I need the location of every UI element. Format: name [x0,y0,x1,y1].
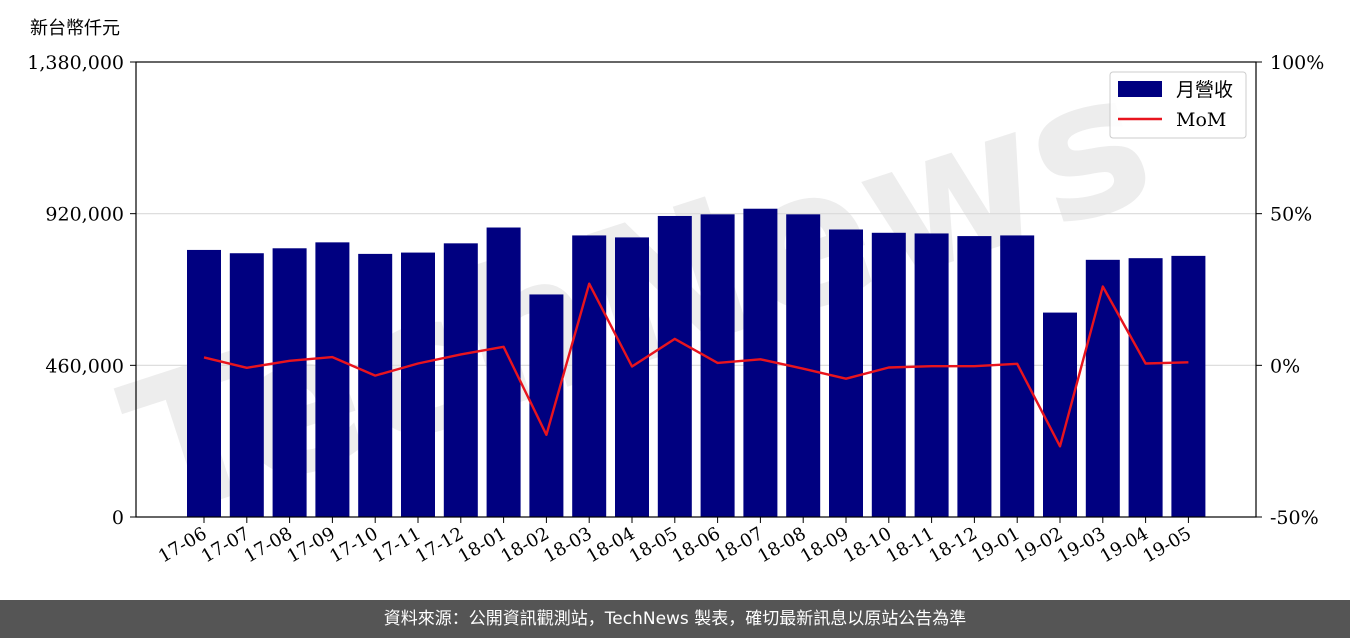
revenue-bar [615,237,649,517]
x-tick-label: 18-05 [626,523,681,567]
x-tick-label: 19-01 [968,523,1023,567]
right-tick-label: 50% [1270,204,1312,226]
mom-line [203,282,1189,448]
x-tick-label: 19-05 [1139,523,1194,567]
x-tick-label: 18-04 [583,523,638,567]
right-tick-label: -50% [1270,507,1319,529]
revenue-bar [229,253,264,518]
footer-source-note: 資料來源：公開資訊觀測站，TechNews 製表，確切最新訊息以原站公告為準 [0,600,1350,638]
revenue-bar [1128,258,1163,517]
x-tick-label: 17-10 [326,523,381,567]
x-tick-label: 18-03 [540,523,595,567]
revenue-bar [443,243,478,517]
x-tick-label: 18-12 [925,523,980,567]
x-tick-label: 18-06 [669,523,724,567]
revenue-bar [315,242,350,518]
x-tick-label: 18-01 [455,523,510,567]
revenue-bar [572,235,607,517]
right-tick-label: 100% [1270,52,1324,74]
left-tick-label: 1,380,000 [27,52,124,74]
revenue-bar [829,229,863,518]
x-tick-label: 17-09 [283,523,338,567]
revenue-bar [401,252,435,518]
revenue-bar [358,253,393,518]
revenue-bar [657,215,692,517]
left-tick-label: 920,000 [45,204,124,226]
revenue-bar [700,214,735,517]
x-tick-label: 18-02 [497,523,552,567]
x-tick-label: 19-02 [1011,523,1066,567]
x-tick-label: 18-10 [840,523,895,567]
left-tick-label: 460,000 [45,355,124,377]
revenue-bar [187,249,221,517]
x-tick-label: 18-07 [711,523,766,567]
x-tick-label: 19-04 [1097,523,1152,567]
legend-swatch-revenue [1118,81,1162,97]
left-tick-label: 0 [112,507,124,529]
x-tick-label: 18-09 [797,523,852,567]
revenue-bar [871,232,906,517]
revenue-bar [957,236,992,517]
right-tick-label: 0% [1270,355,1300,377]
y-unit-label: 新台幣仟元 [30,18,120,39]
revenue-bar [529,294,564,517]
x-tick-label: 18-08 [754,523,809,567]
legend-label-revenue: 月營收 [1176,79,1233,101]
x-tick-label: 17-12 [412,523,467,567]
legend-label-mom: MoM [1176,109,1226,131]
x-tick-label: 19-03 [1054,523,1109,567]
revenue-bar [1000,235,1035,517]
plot-frame [135,61,1257,518]
x-tick-label: 18-11 [883,523,938,567]
revenue-bar [1085,259,1120,517]
revenue-bar [914,233,949,517]
revenue-bar [272,248,307,517]
x-tick-label: 17-11 [369,523,424,567]
revenue-chart: TechNews 0460,000920,0001,380,000-50%0%5… [27,18,1324,567]
revenue-bar [1171,255,1206,517]
revenue-bar [1043,312,1077,517]
